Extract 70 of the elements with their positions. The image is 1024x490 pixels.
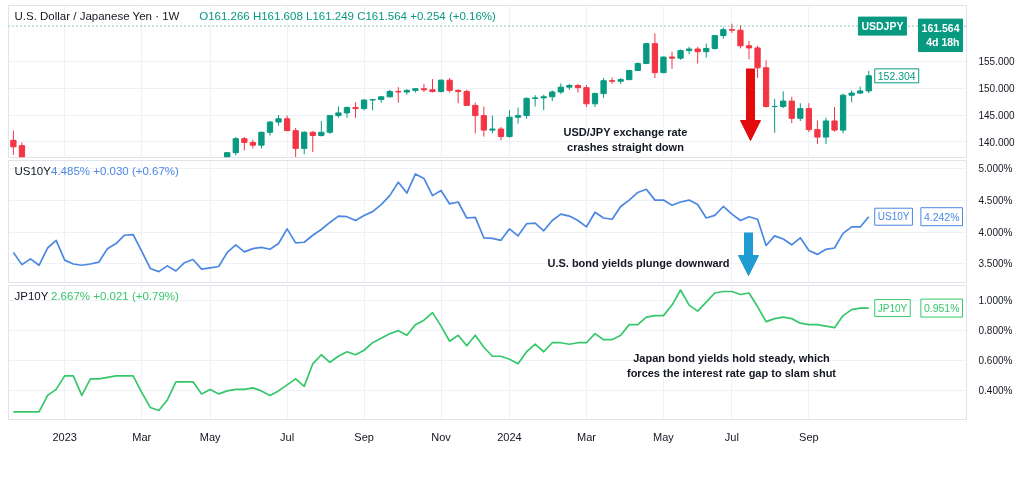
candlestick [600, 77, 607, 99]
candlestick [301, 130, 308, 155]
x-tick-label: Jul [724, 430, 739, 443]
candlestick [754, 45, 761, 79]
annotation: 152.304 [877, 69, 916, 82]
chart-title: U.S. Dollar / Japanese Yen · 1W [14, 9, 180, 22]
annotation: USD/JPY exchange rate crashes straight down [563, 126, 688, 153]
y-tick-label: 0.600% [978, 355, 1013, 367]
x-tick-label: Jul [280, 430, 295, 443]
legend-label: JP10Y [877, 302, 908, 314]
candlestick [788, 96, 795, 124]
candlestick [831, 106, 838, 133]
y-tick-label: 1.000% [978, 295, 1013, 307]
candlestick [10, 130, 17, 156]
annotation: 0.951% [923, 302, 960, 315]
chart-subtitle: O161.266 H161.608 L161.249 C161.564 +0.254 (+0.16%) [199, 9, 497, 22]
candlestick [737, 24, 744, 49]
candlestick [514, 107, 522, 125]
x-tick-label: May [653, 430, 675, 443]
candlestick [574, 83, 582, 94]
y-tick-label: 3.500% [978, 258, 1013, 270]
legend-label: US10Y [877, 211, 910, 223]
y-tick-label: 0.400% [978, 385, 1013, 397]
candlestick [420, 83, 428, 93]
x-tick-label: Sep [799, 430, 819, 443]
candlestick [805, 102, 813, 133]
candlestick [506, 109, 513, 139]
candlestick [668, 51, 676, 70]
x-tick-label: May [199, 430, 222, 443]
y-tick-label: 140.000 [978, 136, 1016, 148]
candlestick [232, 136, 239, 156]
candlestick [822, 117, 830, 145]
y-tick-label: 0.800% [978, 325, 1013, 337]
x-tick-label: Mar [132, 430, 152, 443]
candlestick [309, 130, 316, 153]
y-tick-label: 4.500% [978, 194, 1013, 206]
candlestick [343, 105, 351, 119]
y-tick-label: 145.000 [978, 110, 1016, 122]
chart-title: US10Y [14, 164, 52, 177]
candlestick [472, 102, 479, 134]
candlestick [403, 88, 410, 96]
candlestick [685, 46, 693, 55]
chart-title: JP10Y [14, 289, 49, 302]
annotation: 4.242% [923, 210, 960, 223]
y-tick-label: 150.000 [978, 83, 1016, 95]
x-tick-label: 2023 [52, 430, 77, 443]
y-tick-label: 4.000% [978, 226, 1013, 238]
candlestick [608, 76, 616, 85]
candlestick [814, 119, 821, 145]
annotation: U.S. bond yields plunge downward [547, 256, 730, 269]
candlestick [292, 127, 299, 158]
candlestick [865, 70, 872, 94]
ref-line-label: USDJPY [861, 20, 904, 33]
chart-subtitle: 2.667% +0.021 (+0.79%) [51, 289, 180, 302]
candlestick [745, 40, 753, 60]
y-tick-label: 155.000 [978, 56, 1016, 68]
candlestick [728, 23, 736, 34]
x-tick-label: Mar [577, 430, 597, 443]
line-series [12, 289, 870, 413]
candlestick [523, 96, 530, 120]
candlestick [480, 105, 487, 138]
annotation: Japan bond yields hold steady, which forces the interest rate gap to slam shut [626, 352, 837, 379]
candlestick [583, 84, 590, 108]
x-tick-label: 2024 [497, 430, 522, 443]
chart-subtitle: 4.485% +0.030 (+0.67%) [51, 164, 180, 177]
x-tick-label: Nov [431, 430, 452, 443]
annotation: 161.564 4d 18h [921, 22, 960, 49]
x-tick-label: Sep [354, 430, 374, 443]
candlestick [326, 114, 334, 135]
y-tick-label: 5.000% [978, 162, 1013, 174]
